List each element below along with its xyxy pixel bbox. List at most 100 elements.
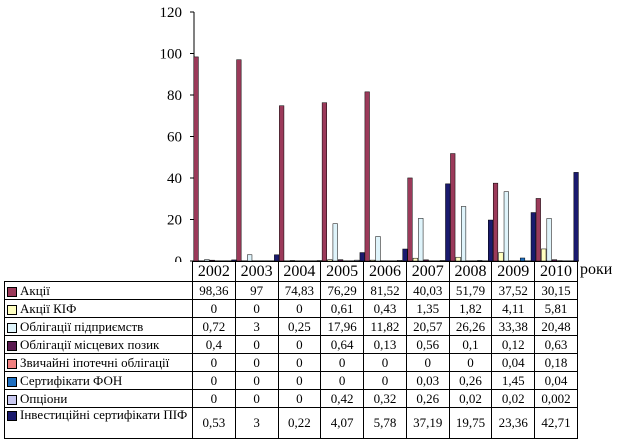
x-tick-label: 2004 xyxy=(278,262,321,282)
data-label: 0,64 xyxy=(321,336,364,354)
data-label: 0 xyxy=(235,336,278,354)
data-label: 0,02 xyxy=(449,390,492,408)
data-label: 1,82 xyxy=(449,300,492,318)
legend-swatch xyxy=(7,305,17,315)
legend-label: Звичайні іпотечні облігації xyxy=(20,355,169,370)
data-label: 0 xyxy=(235,300,278,318)
legend-swatch xyxy=(7,359,17,369)
legend-swatch xyxy=(7,411,17,421)
data-label: 0,42 xyxy=(321,390,364,408)
x-axis-label: роки xyxy=(580,261,612,279)
bar xyxy=(279,106,284,261)
legend-swatch xyxy=(7,341,17,351)
data-label: 0 xyxy=(278,390,321,408)
data-label: 0 xyxy=(193,354,236,372)
legend-label: Інвестиційні сертифікати ПІФ xyxy=(20,408,187,423)
data-label: 0 xyxy=(193,390,236,408)
data-label: 1,45 xyxy=(492,372,535,390)
data-label: 0,26 xyxy=(406,390,449,408)
legend-entry: Акції xyxy=(5,282,193,300)
data-label: 4,11 xyxy=(492,300,535,318)
data-label: 0 xyxy=(321,354,364,372)
data-label: 0 xyxy=(406,354,449,372)
bar xyxy=(445,184,450,261)
bar xyxy=(488,220,493,261)
data-label: 0,61 xyxy=(321,300,364,318)
data-label: 37,19 xyxy=(406,408,449,439)
legend-swatch xyxy=(7,323,17,333)
data-label: 0,26 xyxy=(449,372,492,390)
y-tick-label: 20 xyxy=(167,213,182,229)
data-label: 0 xyxy=(235,390,278,408)
data-label: 17,96 xyxy=(321,318,364,336)
data-label: 4,07 xyxy=(321,408,364,439)
bar xyxy=(493,183,498,261)
legend-label: Акції КІФ xyxy=(20,301,76,316)
x-tick-label: 2007 xyxy=(406,262,449,282)
data-label: 26,26 xyxy=(449,318,492,336)
x-tick-label: 2008 xyxy=(449,262,492,282)
data-label: 5,81 xyxy=(535,300,578,318)
data-label: 0,03 xyxy=(406,372,449,390)
data-label: 0,53 xyxy=(193,408,236,439)
data-label: 33,38 xyxy=(492,318,535,336)
y-tick-label: 100 xyxy=(160,47,183,63)
data-label: 0 xyxy=(235,372,278,390)
data-label: 42,71 xyxy=(535,408,578,439)
data-label: 0 xyxy=(193,372,236,390)
bar xyxy=(376,236,381,261)
data-label: 0,25 xyxy=(278,318,321,336)
legend-entry: Звичайні іпотечні облігації xyxy=(5,354,193,372)
data-label: 0,12 xyxy=(492,336,535,354)
data-label: 0,002 xyxy=(535,390,578,408)
x-tick-label: 2010 xyxy=(535,262,578,282)
bar xyxy=(237,60,242,261)
legend-entry: Сертифікати ФОН xyxy=(5,372,193,390)
data-label: 0 xyxy=(278,354,321,372)
legend-entry: Облігації підприємств xyxy=(5,318,193,336)
bar xyxy=(461,207,466,261)
data-label: 1,35 xyxy=(406,300,449,318)
data-label: 0 xyxy=(449,354,492,372)
data-label: 0,18 xyxy=(535,354,578,372)
data-label: 98,36 xyxy=(193,282,236,300)
legend-swatch xyxy=(7,377,17,387)
data-label: 0 xyxy=(364,354,407,372)
table-corner xyxy=(5,262,193,282)
data-label: 20,57 xyxy=(406,318,449,336)
data-label: 0,72 xyxy=(193,318,236,336)
x-tick-label: 2005 xyxy=(321,262,364,282)
bar xyxy=(322,103,327,261)
y-tick-label: 80 xyxy=(167,88,182,104)
bar xyxy=(536,198,541,261)
legend-entry: Опціони xyxy=(5,390,193,408)
data-label: 0 xyxy=(193,300,236,318)
x-tick-label: 2006 xyxy=(364,262,407,282)
x-tick-label: 2002 xyxy=(193,262,236,282)
data-label: 19,75 xyxy=(449,408,492,439)
data-label: 20,48 xyxy=(535,318,578,336)
data-label: 3 xyxy=(235,408,278,439)
legend-label: Опціони xyxy=(20,391,67,406)
data-label: 76,29 xyxy=(321,282,364,300)
data-label: 97 xyxy=(235,282,278,300)
legend-entry: Облігації місцевих позик xyxy=(5,336,193,354)
data-label: 81,52 xyxy=(364,282,407,300)
data-label: 0,63 xyxy=(535,336,578,354)
data-label: 0,32 xyxy=(364,390,407,408)
data-label: 5,78 xyxy=(364,408,407,439)
data-label: 37,52 xyxy=(492,282,535,300)
data-label: 0,04 xyxy=(492,354,535,372)
legend-label: Облігації підприємств xyxy=(20,319,143,334)
data-label: 51,79 xyxy=(449,282,492,300)
bar xyxy=(418,218,423,261)
data-label: 0 xyxy=(235,354,278,372)
